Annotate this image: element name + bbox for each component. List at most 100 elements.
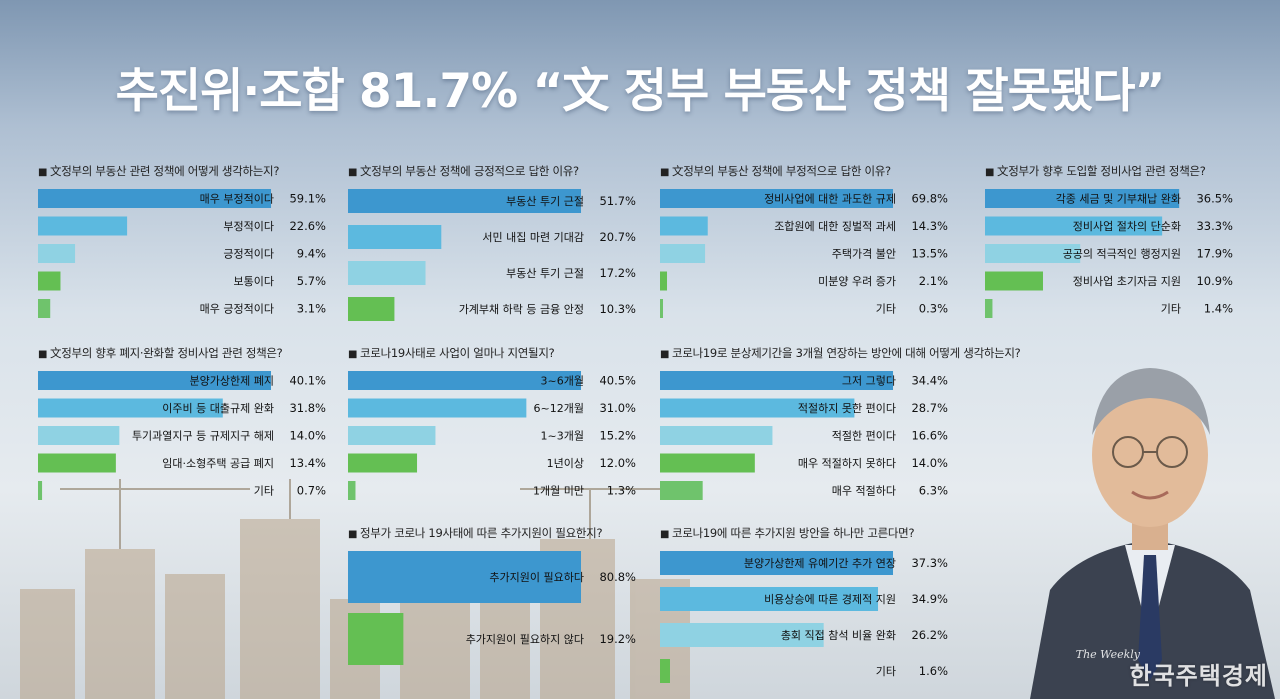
bar (38, 398, 223, 418)
bar-value-label: 51.7% (599, 194, 636, 208)
bar-category-label: 임대·소형주택 공급 폐지 (162, 457, 274, 470)
bar (660, 426, 773, 445)
bar (348, 371, 582, 390)
bar-category-label: 기타 (876, 303, 896, 316)
bar (660, 189, 894, 208)
bar-category-label: 기타 (876, 665, 896, 678)
bar-category-label: 1년이상 (547, 457, 584, 470)
bar-category-label: 분양가상한제 폐지 (190, 375, 274, 388)
bar (38, 453, 116, 473)
bar-value-label: 10.3% (599, 302, 636, 316)
chart-title: 文정부의 부동산 정책에 부정적으로 답한 이유? (660, 163, 891, 179)
bar-value-label: 10.9% (1196, 274, 1233, 288)
bar (660, 371, 894, 390)
bar-category-label: 추가지원이 필요하다 (489, 570, 584, 584)
chart-panel-covid-delay: 코로나19사태로 사업이 얼마나 지연될지? 3~6개월40.5%6~12개월3… (348, 345, 638, 510)
bar (348, 613, 404, 665)
bar (660, 271, 668, 291)
bar-value-label: 17.9% (1196, 247, 1233, 261)
bar (38, 371, 272, 390)
chart-title: 정부가 코로나 19사태에 따른 추가지원이 필요한지? (348, 525, 603, 541)
bar (348, 398, 527, 418)
bar-category-label: 1개월 미만 (533, 485, 584, 498)
bar-value-label: 14.3% (911, 219, 948, 233)
bar-category-label: 적절한 편이다 (832, 430, 896, 443)
bar-value-label: 37.3% (911, 556, 948, 570)
bar-category-label: 조합원에 대한 징벌적 과세 (774, 220, 896, 233)
city-background-image (20, 479, 690, 699)
bar-category-label: 미분양 우려 증가 (818, 275, 896, 288)
chart-panel-policy-opinion: 文정부의 부동산 관련 정책에 어떻게 생각하는지? 매우 부정적이다 59.1%… (38, 163, 328, 328)
chart-panel-additional-support: 정부가 코로나 19사태에 따른 추가지원이 필요한지? 추가지원이 필요하다 8… (348, 525, 638, 690)
bar-chart: 매우 부정적이다 59.1% 부정적이다 22.6% 긍정적이다 9.4% 보통이다 5.7%… (38, 189, 326, 318)
bar (348, 551, 582, 603)
bar-value-label: 13.5% (911, 247, 948, 261)
bar-category-label: 가계부채 하락 등 금융 안정 (459, 302, 584, 316)
chart-title: 文정부의 부동산 관련 정책에 어떻게 생각하는지? (38, 163, 279, 179)
bar-category-label: 보통이다 (234, 275, 274, 288)
bar-value-label: 19.2% (599, 632, 636, 646)
bar (985, 244, 1081, 263)
bar-chart: 추가지원이 필요하다 80.8% 추가지원이 필요하지 않다 19.2% (348, 551, 636, 665)
chart-title: 文정부가 향후 도입할 정비사업 관련 정책은? (985, 163, 1206, 179)
bar-value-label: 15.2% (599, 429, 636, 443)
bar-value-label: 17.2% (599, 266, 636, 280)
bar-category-label: 주택가격 불안 (832, 248, 896, 261)
bar-chart: 분양가상한제 폐지 40.1% 이주비 등 대출규제 완화 31.8% 투기과열지구 등… (38, 371, 326, 500)
bar-value-label: 26.2% (911, 628, 948, 642)
bar (985, 271, 1043, 291)
bar-category-label: 공공의 적극적인 행정지원 (1063, 248, 1181, 261)
bar-category-label: 추가지원이 필요하지 않다 (466, 632, 584, 646)
bar-chart: 분양가상한제 유예기간 추가 연장 37.3% 비용상승에 따른 경제적 지원 34.… (660, 551, 948, 683)
bar-chart: 그저 그렇다 34.4% 적절하지 못한 편이다 28.7% 적절한 편이다 16.6% 매… (660, 371, 948, 500)
bar (660, 453, 755, 473)
bar-category-label: 매우 부정적이다 (200, 193, 274, 206)
bar-category-label: 매우 적절하다 (832, 484, 896, 498)
bar (660, 659, 670, 683)
bar-chart: 부동산 투기 근절 51.7% 서민 내집 마련 기대감 20.7% 부동산 투기 근절… (348, 189, 636, 321)
bar-category-label: 정비사업 절차의 단순화 (1073, 220, 1181, 233)
bar-category-label: 정비사업에 대한 과도한 규제 (764, 193, 896, 206)
bar-category-label: 1~3개월 (541, 430, 584, 443)
chart-panel-positive-reasons: 文정부의 부동산 정책에 긍정적으로 답한 이유? 부동산 투기 근절 51.7%… (348, 163, 638, 328)
bar-value-label: 80.8% (599, 570, 636, 584)
bar-value-label: 40.5% (599, 374, 636, 388)
bar-category-label: 그저 그렇다 (842, 375, 896, 388)
bar-value-label: 16.6% (911, 429, 948, 443)
bar-value-label: 31.0% (599, 401, 636, 415)
chart-title: 文정부의 부동산 정책에 긍정적으로 답한 이유? (348, 163, 579, 179)
bar-value-label: 33.3% (1196, 219, 1233, 233)
bar-category-label: 정비사업 초기자금 지원 (1073, 275, 1181, 288)
bar-value-label: 34.9% (911, 592, 948, 606)
bar-value-label: 20.7% (599, 230, 636, 244)
chart-panel-abolish-policy: 文정부의 향후 폐지·완화할 정비사업 관련 정책은? 분양가상한제 폐지 40.… (38, 345, 328, 510)
watermark-logo: 한국주택경제 (1129, 662, 1268, 690)
bar (38, 244, 76, 263)
bar-value-label: 0.3% (919, 302, 948, 316)
bar (985, 299, 993, 318)
bar-value-label: 34.4% (911, 374, 948, 388)
bar-value-label: 12.0% (599, 456, 636, 470)
bar-value-label: 1.6% (919, 664, 948, 678)
bar-chart: 각종 세금 및 기부채납 완화 36.5% 정비사업 절차의 단순화 33.3% 공공의… (985, 189, 1233, 318)
bar-value-label: 31.8% (289, 401, 326, 415)
bar-value-label: 22.6% (289, 219, 326, 233)
president-portrait (1030, 368, 1275, 699)
bar (660, 216, 708, 236)
chart-panel-negative-reasons: 文정부의 부동산 정책에 부정적으로 답한 이유? 정비사업에 대한 과도한 규… (660, 163, 950, 328)
bar-value-label: 2.1% (919, 274, 948, 288)
bar (660, 587, 879, 611)
bar (348, 426, 436, 445)
bar (38, 216, 128, 236)
bar-value-label: 14.0% (911, 456, 948, 470)
bar-category-label: 기타 (254, 485, 274, 498)
bar-value-label: 9.4% (297, 247, 326, 261)
page-title: 추진위·조합 81.7% “文 정부 부동산 정책 잘못됐다” (115, 64, 1166, 119)
chart-title: 코로나19사태로 사업이 얼마나 지연될지? (348, 345, 555, 361)
bar (38, 271, 61, 291)
bar (348, 453, 418, 473)
bar-value-label: 69.8% (911, 192, 948, 206)
bar-value-label: 1.3% (607, 484, 636, 498)
bar-category-label: 비용상승에 따른 경제적 지원 (764, 593, 896, 606)
bar (348, 481, 356, 500)
